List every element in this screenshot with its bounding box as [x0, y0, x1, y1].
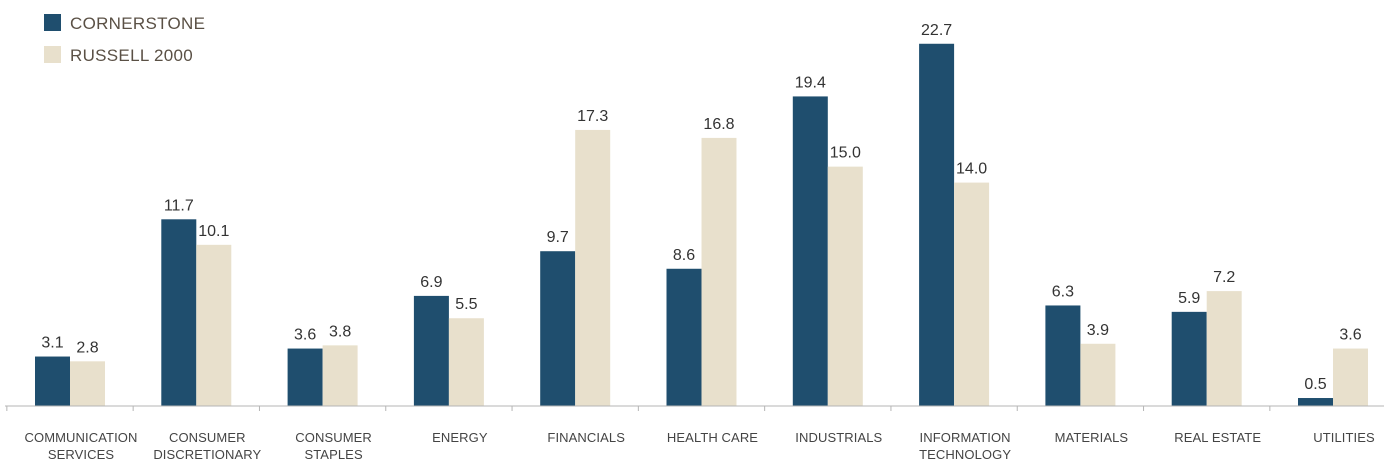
- value-label-cornerstone: 19.4: [795, 74, 826, 91]
- value-label-russell-2000: 7.2: [1213, 269, 1235, 286]
- category-label: INDUSTRIALS: [795, 430, 882, 445]
- bar-russell-2000: [70, 361, 105, 406]
- bar-group: [35, 43, 1368, 407]
- category-label: ENERGY: [432, 430, 488, 445]
- value-label-cornerstone: 9.7: [547, 229, 569, 246]
- bar-russell-2000: [1206, 291, 1242, 406]
- value-label-cornerstone: 22.7: [921, 22, 952, 39]
- value-label-russell-2000: 5.5: [455, 296, 477, 313]
- bar-cornerstone: [919, 43, 955, 406]
- category-label: COMMUNICATION: [25, 430, 138, 445]
- bar-russell-2000: [448, 318, 484, 406]
- value-label-russell-2000: 3.8: [329, 323, 351, 340]
- bar-russell-2000: [1333, 348, 1368, 406]
- chart-legend: CORNERSTONE RUSSELL 2000: [44, 14, 205, 65]
- category-label: CONSUMER: [295, 430, 372, 445]
- bar-cornerstone: [35, 356, 70, 406]
- bar-russell-2000: [954, 182, 990, 406]
- category-label: CONSUMER: [169, 430, 246, 445]
- value-label-cornerstone: 3.6: [294, 327, 316, 344]
- value-label-russell-2000: 16.8: [703, 116, 734, 133]
- bar-cornerstone: [666, 268, 702, 406]
- bar-cornerstone: [161, 219, 197, 406]
- value-label-group: 3.1 2.8 11.710.1 3.6 3.8 6.9 5.5 9.7 17.3 8.6 16.8…: [41, 22, 1361, 393]
- value-label-russell-2000: 3.9: [1087, 322, 1109, 339]
- bar-cornerstone: [1045, 305, 1081, 406]
- category-label: UTILITIES: [1313, 430, 1375, 445]
- value-label-russell-2000: 17.3: [577, 108, 608, 125]
- value-label-russell-2000: 2.8: [76, 339, 98, 356]
- bar-russell-2000: [196, 244, 232, 406]
- bar-russell-2000: [575, 129, 611, 407]
- bar-cornerstone: [792, 96, 828, 406]
- category-label: REAL ESTATE: [1174, 430, 1261, 445]
- bar-russell-2000: [827, 166, 863, 406]
- category-label: DISCRETIONARY: [153, 447, 261, 462]
- category-label: FINANCIALS: [547, 430, 625, 445]
- x-axis-ticks: [6, 406, 1271, 411]
- bar-russell-2000: [1080, 343, 1116, 406]
- category-label: MATERIALS: [1055, 430, 1129, 445]
- value-label-cornerstone: 3.1: [41, 335, 63, 352]
- legend-label-russell-2000: RUSSELL 2000: [70, 46, 193, 65]
- value-label-cornerstone: 6.9: [420, 274, 442, 291]
- value-label-russell-2000: 15.0: [830, 145, 861, 162]
- legend-swatch-cornerstone: [44, 14, 61, 31]
- category-label: HEALTH CARE: [667, 430, 758, 445]
- value-label-russell-2000: 3.6: [1339, 327, 1361, 344]
- value-label-cornerstone: 5.9: [1178, 290, 1200, 307]
- value-label-cornerstone: 11.7: [164, 197, 194, 214]
- value-label-cornerstone: 8.6: [673, 247, 695, 264]
- legend-label-cornerstone: CORNERSTONE: [70, 14, 205, 33]
- category-label: STAPLES: [304, 447, 362, 462]
- bar-cornerstone: [1298, 398, 1333, 406]
- bar-cornerstone: [540, 251, 576, 406]
- bar-cornerstone: [1171, 311, 1207, 406]
- value-label-russell-2000: 10.1: [198, 223, 229, 240]
- bar-cornerstone: [413, 295, 449, 406]
- bar-cornerstone: [287, 348, 323, 406]
- value-label-russell-2000: 14.0: [956, 161, 987, 178]
- category-label-group: COMMUNICATION SERVICES CONSUMER DISCRETIONA…: [25, 430, 1375, 462]
- bar-russell-2000: [701, 137, 737, 406]
- category-label: INFORMATION: [920, 430, 1011, 445]
- category-label: TECHNOLOGY: [919, 447, 1011, 462]
- bar-russell-2000: [322, 345, 358, 406]
- value-label-cornerstone: 0.5: [1304, 376, 1326, 393]
- value-label-cornerstone: 6.3: [1052, 283, 1074, 300]
- legend-swatch-russell-2000: [44, 46, 61, 63]
- category-label: SERVICES: [48, 447, 115, 462]
